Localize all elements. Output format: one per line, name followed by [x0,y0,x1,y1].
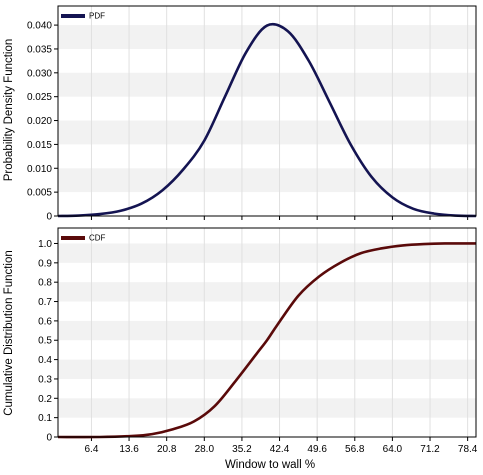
y-tick-label: 0.1 [38,413,52,424]
y-tick-label: 0.010 [27,164,52,175]
x-tick-label: 78.4 [458,444,478,455]
y-axis-title: Cumulative Distribution Function [3,250,15,416]
plot-frame [57,227,477,438]
y-tick-label: 0 [46,212,52,223]
x-tick-label: 56.8 [345,444,365,455]
x-tick-label: 35.2 [232,444,252,455]
x-tick-label: 28.0 [195,444,215,455]
cdf-panel: 0 0.1 0.2 0.3 0.4 0.5 0.6 0.7 0.8 0.9 1.0 6.4 13.6 20… [3,227,478,471]
grid-band [58,120,476,145]
pdf-series-line [57,22,477,218]
x-tick-label: 13.6 [119,444,139,455]
grid-band [58,282,476,302]
x-axis-title: Window to wall % [225,459,315,471]
y-tick-label: 0.005 [27,188,52,199]
grid-band [58,398,476,418]
y-tick-label: 0.015 [27,140,52,151]
x-tick-label: 71.2 [420,444,440,455]
x-tick-label: 64.0 [383,444,403,455]
y-tick-label: 0.9 [38,258,52,269]
x-tick-label: 6.4 [84,444,98,455]
x-tick-label: 49.6 [307,444,327,455]
y-tick-label: 0.020 [27,116,52,127]
legend-label: PDF [89,12,105,21]
grid-band [58,243,476,263]
y-tick-label: 0 [46,433,52,444]
pdf-panel: 0 0.005 0.010 0.015 0.020 0.025 0.030 0.035 0.04… [3,5,477,223]
y-tick-label: 0.025 [27,92,52,103]
y-tick-label: 0.8 [38,278,52,289]
grid-band [58,320,476,341]
plot-frame [57,5,477,217]
y-tick-label: 0.5 [38,336,52,347]
x-tick-label: 42.4 [270,444,290,455]
grid-band [58,25,476,49]
y-tick-label: 0.7 [38,297,52,308]
y-tick-label: 0.4 [38,355,52,366]
grid-band [58,72,476,97]
grid-band [58,168,476,193]
y-tick-label: 0.035 [27,44,52,55]
cdf-series-line [57,242,477,439]
y-tick-label: 0.030 [27,68,52,79]
y-tick-label: 0.040 [27,21,52,32]
y-tick-label: 0.3 [38,374,52,385]
legend-label: CDF [89,234,106,243]
y-axis-title: Probability Density Function [3,39,15,182]
x-tick-label: 20.8 [157,444,177,455]
grid-band [58,359,476,379]
y-tick-label: 1.0 [38,239,52,250]
y-tick-label: 0.6 [38,316,52,327]
y-tick-label: 0.2 [38,394,52,405]
